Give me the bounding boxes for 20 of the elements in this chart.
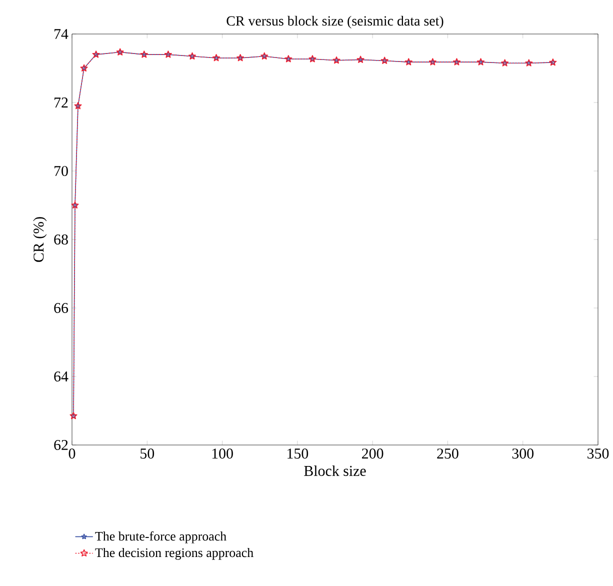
y-tick-label: 68 [54, 234, 68, 245]
y-tick-label: 64 [54, 371, 68, 382]
legend-label: The brute-force approach [95, 531, 226, 544]
x-tick-label: 350 [588, 448, 609, 459]
x-tick-label: 0 [68, 448, 76, 459]
x-tick-label: 50 [140, 448, 154, 459]
y-tick-label: 70 [54, 166, 68, 176]
y-tick-label: 62 [54, 440, 68, 450]
y-tick-label: 66 [54, 302, 68, 314]
x-tick-label: 200 [362, 448, 384, 459]
y-axis-title: CR (%) [33, 217, 47, 262]
x-axis-title: Block size [304, 465, 366, 476]
x-tick-label: 300 [512, 448, 534, 459]
x-tick-label: 250 [437, 448, 458, 459]
chart-title: CR versus block size (seismic data set) [226, 16, 444, 28]
legend-label: The decision regions approach [95, 548, 254, 560]
y-tick-label: 74 [54, 29, 68, 39]
y-tick-label: 72 [54, 98, 68, 108]
x-tick-label: 100 [212, 448, 233, 459]
x-tick-label: 150 [288, 448, 308, 459]
